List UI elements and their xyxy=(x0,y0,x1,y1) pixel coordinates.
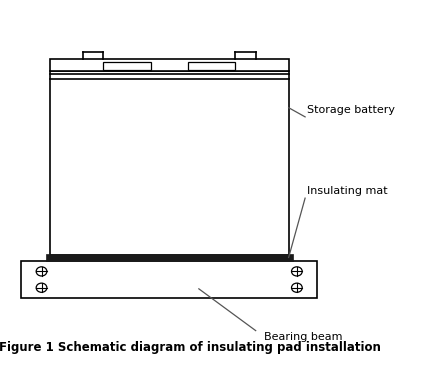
Bar xyxy=(45,254,293,261)
Bar xyxy=(103,61,151,70)
Text: Bearing beam: Bearing beam xyxy=(264,332,342,342)
Bar xyxy=(50,71,289,255)
Bar xyxy=(21,261,317,298)
Bar xyxy=(188,61,235,70)
Text: Storage battery: Storage battery xyxy=(307,105,395,115)
Text: Insulating mat: Insulating mat xyxy=(307,186,388,197)
Bar xyxy=(50,59,289,71)
Text: Figure 1 Schematic diagram of insulating pad installation: Figure 1 Schematic diagram of insulating… xyxy=(0,340,381,354)
